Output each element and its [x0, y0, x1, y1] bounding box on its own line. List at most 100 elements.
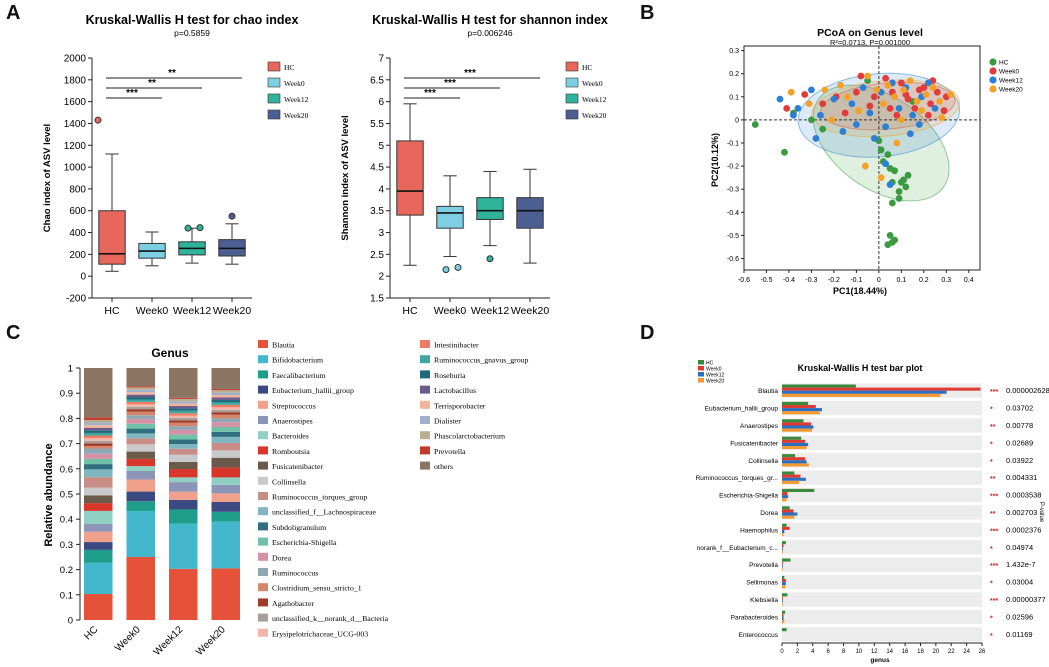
data-point-week12 — [870, 134, 878, 142]
y-tick-label: 0.9 — [60, 389, 73, 400]
significance-stars: *** — [990, 598, 998, 605]
category-label: Parabacteroides — [731, 614, 779, 621]
legend-label: Week0 — [284, 79, 305, 88]
legend-swatch — [420, 416, 430, 424]
p-value-label: 0.02596 — [1006, 612, 1033, 621]
y-tick-label: 1 — [68, 364, 73, 375]
row-background — [782, 574, 982, 590]
x-tick-label: Week12 — [152, 624, 186, 658]
data-point-week20 — [879, 100, 887, 108]
stack-segment-fusicatenibacter — [126, 451, 155, 459]
y-tick-label: 5 — [378, 141, 384, 152]
stack-segment-erysipelotrichaceae-ucg-003 — [84, 438, 113, 441]
legend-swatch — [267, 109, 281, 120]
data-point-week12 — [812, 134, 820, 142]
legend-swatch — [420, 446, 430, 455]
y-tick-label: 200 — [69, 250, 86, 261]
data-point-week0 — [915, 86, 923, 94]
chart-title: Kruskal-Wallis H test for shannon index — [372, 13, 608, 27]
y-tick-label: 0.5 — [60, 490, 73, 501]
x-tick-label: HC — [104, 305, 120, 317]
data-point-week20 — [938, 114, 946, 121]
stack-segment-agathobacter — [84, 443, 113, 446]
legend-label: Prevotella — [434, 447, 466, 456]
data-point-week20 — [929, 84, 937, 91]
bar-week0 — [782, 509, 794, 513]
data-point-week20 — [787, 88, 795, 96]
stack-segment-ruminococcus-gnavus-group — [211, 402, 240, 405]
legend-swatch — [258, 568, 268, 576]
stack-segment-others — [84, 368, 113, 418]
legend-marker — [989, 85, 997, 93]
data-point-week0 — [940, 107, 948, 115]
legend-swatch — [258, 385, 268, 394]
legend-label: Dialister — [434, 417, 461, 426]
stack-segment-unclassified-k-norank-d-bacteria — [169, 417, 198, 421]
stack-segment-collinsella — [84, 487, 113, 496]
stack-segment-unclassified-f-lachnospiraceae — [169, 444, 198, 449]
data-point-week12 — [776, 95, 784, 103]
bar-week20 — [782, 602, 783, 606]
category-label: Klebsiella — [750, 597, 778, 604]
category-label: Blautia — [758, 388, 778, 395]
significance-stars: *** — [990, 494, 998, 501]
y-tick-label: 0.4 — [60, 515, 73, 526]
data-point-week12 — [931, 104, 939, 112]
legend-swatch — [258, 461, 268, 470]
category-label: Escherichia-Shigella — [719, 493, 778, 500]
data-point-hc — [751, 121, 759, 128]
chart-title: PCoA on Genus level — [817, 27, 923, 39]
significance-label: ** — [168, 68, 176, 79]
significance-label: *** — [424, 88, 436, 99]
significance-label: *** — [464, 68, 476, 79]
y-tick-label: -0.1 — [727, 140, 739, 147]
stack-segment-bifidobacterium — [169, 523, 198, 569]
bar-hc — [782, 628, 787, 632]
legend-label: Dorea — [272, 553, 292, 562]
legend-label: Collinsella — [272, 477, 306, 486]
row-background — [782, 487, 982, 503]
data-point-week12 — [882, 160, 889, 168]
bar-hc — [782, 558, 791, 562]
x-tick-label: 24 — [963, 649, 970, 655]
y-tick-label: 0.3 — [729, 48, 739, 55]
data-point-week0 — [783, 104, 791, 112]
stack-segment-collinsella — [211, 450, 240, 458]
category-label: Ruminococcus_torques_gr... — [696, 475, 779, 482]
legend-label: HC — [582, 63, 592, 72]
stack-segment-bacteroides — [84, 510, 113, 524]
legend-label: Erysipelotrichaceae_UCG-003 — [272, 629, 368, 638]
row-background — [782, 522, 982, 538]
stack-segment-romboutsia — [211, 467, 240, 478]
stack-segment-faecalibacterium — [169, 509, 198, 524]
bar-week12 — [782, 495, 789, 499]
bar-week0 — [782, 544, 784, 548]
bar-hc — [782, 575, 785, 579]
data-point-hc — [888, 199, 896, 207]
bar-week12 — [782, 442, 809, 446]
data-point-week0 — [870, 93, 878, 101]
stack-segment-erysipelotrichaceae-ucg-003 — [211, 407, 240, 410]
legend-swatch — [267, 61, 281, 72]
y-tick-label: 0 — [68, 616, 73, 627]
y-tick-label: 400 — [69, 228, 86, 239]
x-axis-label: PC1(18.44%) — [833, 286, 887, 296]
stack-segment-anaerostipes — [169, 482, 198, 492]
y-axis-label: Relative abundance — [43, 443, 55, 546]
y-tick-label: 1400 — [64, 119, 87, 130]
legend-label: Week12 — [706, 372, 724, 378]
bar-week20 — [782, 480, 799, 484]
legend-swatch — [258, 522, 268, 531]
stack-segment-lactobacillus — [169, 406, 198, 409]
bar-week20 — [782, 411, 820, 415]
data-point-week0 — [893, 111, 901, 119]
data-point-week20 — [897, 116, 905, 124]
legend-swatch — [258, 370, 268, 379]
stack-segment-escherichia-shigella — [169, 434, 198, 440]
bar-week20 — [782, 550, 783, 554]
stack-segment-phascolarctobacterium — [169, 398, 198, 402]
data-point-hc — [886, 231, 894, 239]
bar-week20 — [782, 463, 809, 467]
y-tick-label: 7 — [378, 54, 384, 65]
y-tick-label: 0.1 — [60, 590, 73, 601]
